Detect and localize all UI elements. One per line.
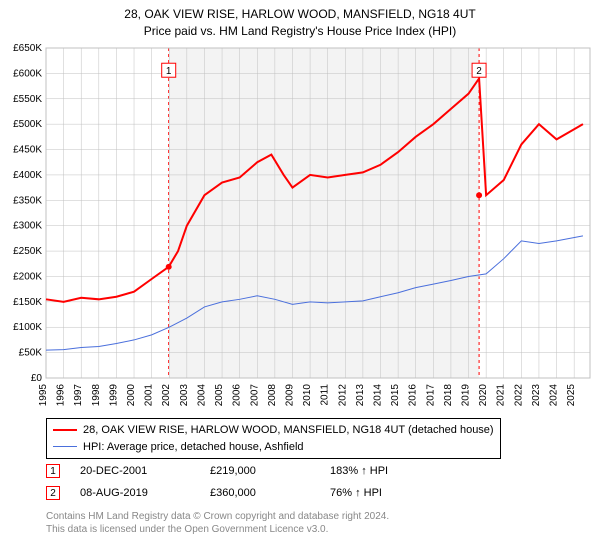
svg-text:£350K: £350K (13, 195, 42, 206)
svg-text:2006: 2006 (232, 384, 243, 407)
sale-date-2: 08-AUG-2019 (80, 487, 210, 499)
svg-text:£450K: £450K (13, 145, 42, 156)
legend-swatch-hpi (53, 446, 77, 447)
svg-text:£50K: £50K (19, 348, 43, 359)
svg-text:£150K: £150K (13, 297, 42, 308)
legend-item-property: 28, OAK VIEW RISE, HARLOW WOOD, MANSFIEL… (53, 422, 494, 439)
svg-text:2016: 2016 (408, 384, 419, 407)
title-line2: Price paid vs. HM Land Registry's House … (0, 23, 600, 40)
svg-text:2023: 2023 (531, 384, 542, 407)
svg-text:£650K: £650K (13, 43, 42, 54)
svg-text:2019: 2019 (461, 384, 472, 407)
svg-text:2013: 2013 (355, 384, 366, 407)
svg-text:2011: 2011 (320, 384, 331, 406)
footnote: Contains HM Land Registry data © Crown c… (46, 510, 389, 536)
svg-text:1996: 1996 (56, 384, 67, 407)
sale-pct-2: 76% ↑ HPI (330, 487, 450, 499)
svg-text:£400K: £400K (13, 170, 42, 181)
title-block: 28, OAK VIEW RISE, HARLOW WOOD, MANSFIEL… (0, 0, 600, 40)
chart-svg: £0 £50K £100K £150K £200K £250K £300K £350K £400… (0, 42, 600, 412)
legend-item-hpi: HPI: Average price, detached house, Ashf… (53, 439, 494, 456)
chart: £0 £50K £100K £150K £200K £250K £300K £350K £400… (0, 42, 600, 412)
legend-swatch-property (53, 429, 77, 431)
svg-text:1995: 1995 (38, 384, 49, 407)
svg-text:1999: 1999 (108, 384, 119, 407)
svg-text:2008: 2008 (267, 384, 278, 407)
legend-label-hpi: HPI: Average price, detached house, Ashf… (83, 441, 304, 453)
svg-text:2025: 2025 (566, 384, 577, 407)
title-line1: 28, OAK VIEW RISE, HARLOW WOOD, MANSFIEL… (0, 6, 600, 23)
footnote-line2: This data is licensed under the Open Gov… (46, 523, 389, 536)
svg-text:2024: 2024 (549, 384, 560, 407)
chart-container: 28, OAK VIEW RISE, HARLOW WOOD, MANSFIEL… (0, 0, 600, 560)
svg-text:2012: 2012 (337, 384, 348, 407)
svg-text:2003: 2003 (179, 384, 190, 407)
sale-price-1: £219,000 (210, 465, 330, 477)
svg-text:2009: 2009 (284, 384, 295, 407)
svg-text:2021: 2021 (496, 384, 507, 407)
svg-text:2022: 2022 (513, 384, 524, 407)
svg-text:2005: 2005 (214, 384, 225, 407)
svg-text:2001: 2001 (144, 384, 155, 407)
svg-text:1997: 1997 (73, 384, 84, 407)
sale-marker-1: 1 (46, 464, 60, 478)
legend-label-property: 28, OAK VIEW RISE, HARLOW WOOD, MANSFIEL… (83, 424, 494, 436)
svg-text:2020: 2020 (478, 384, 489, 407)
svg-text:£550K: £550K (13, 94, 42, 105)
svg-text:2004: 2004 (196, 384, 207, 407)
svg-text:2017: 2017 (425, 384, 436, 407)
svg-text:£0: £0 (31, 373, 43, 384)
svg-text:£100K: £100K (13, 322, 42, 333)
svg-text:2018: 2018 (443, 384, 454, 407)
legend: 28, OAK VIEW RISE, HARLOW WOOD, MANSFIEL… (46, 418, 501, 459)
sale-row-2: 2 08-AUG-2019 £360,000 76% ↑ HPI (46, 482, 450, 504)
svg-text:2007: 2007 (249, 384, 260, 407)
svg-text:£250K: £250K (13, 246, 42, 257)
svg-text:2015: 2015 (390, 384, 401, 407)
svg-text:2000: 2000 (126, 384, 137, 407)
svg-text:2002: 2002 (161, 384, 172, 407)
sale-pct-1: 183% ↑ HPI (330, 465, 450, 477)
sale-marker-2: 2 (46, 486, 60, 500)
svg-text:2010: 2010 (302, 384, 313, 407)
svg-text:£200K: £200K (13, 271, 42, 282)
footnote-line1: Contains HM Land Registry data © Crown c… (46, 510, 389, 523)
sale-price-2: £360,000 (210, 487, 330, 499)
svg-text:1: 1 (166, 66, 172, 77)
svg-text:2014: 2014 (372, 384, 383, 407)
sale-date-1: 20-DEC-2001 (80, 465, 210, 477)
svg-text:£300K: £300K (13, 221, 42, 232)
svg-text:£600K: £600K (13, 68, 42, 79)
svg-text:£500K: £500K (13, 119, 42, 130)
svg-text:2: 2 (476, 66, 482, 77)
svg-text:1998: 1998 (91, 384, 102, 407)
sale-row-1: 1 20-DEC-2001 £219,000 183% ↑ HPI (46, 460, 450, 482)
sales-table: 1 20-DEC-2001 £219,000 183% ↑ HPI 2 08-A… (46, 460, 450, 504)
